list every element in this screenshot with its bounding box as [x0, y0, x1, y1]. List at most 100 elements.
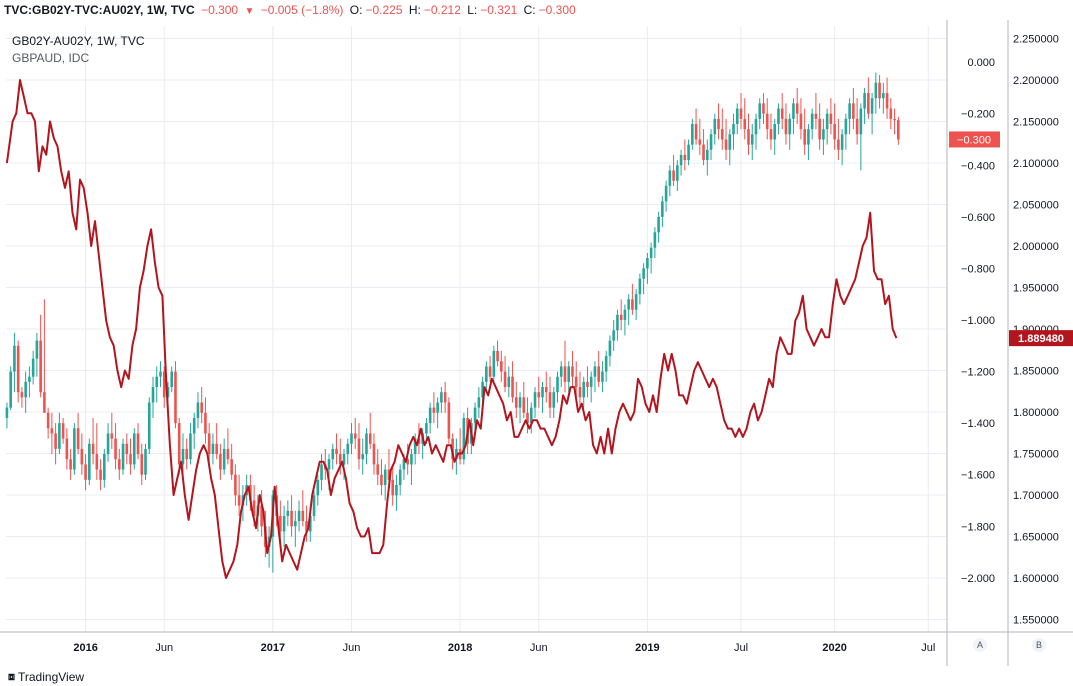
candle-body: [84, 464, 87, 480]
candle-body: [43, 392, 46, 413]
candle: [286, 500, 290, 527]
right-axis-tick-label: 2.100000: [1013, 158, 1059, 170]
candle-body: [661, 201, 664, 217]
candle: [151, 376, 155, 418]
candle: [589, 371, 593, 403]
price-chart[interactable]: 2016 Jun 2017 Jun 2018 Jun 2019 Jul 2020 Jul 2.250…: [0, 20, 1073, 666]
candle: [436, 397, 439, 429]
left-axis-tick-label: −1.800: [961, 521, 995, 533]
candle-body: [69, 459, 72, 470]
candle-body: [361, 454, 365, 460]
candle: [597, 350, 600, 388]
candle: [462, 412, 466, 465]
candle: [657, 211, 660, 243]
candle-body: [814, 113, 818, 119]
candle-body: [395, 485, 398, 496]
candle-body: [196, 402, 200, 418]
candle: [867, 77, 870, 119]
candle-body: [638, 278, 642, 295]
candle: [578, 371, 582, 408]
candle: [582, 376, 586, 408]
candle: [799, 98, 803, 140]
candle-body: [754, 118, 758, 135]
legend-series-1[interactable]: GB02Y-AU02Y, 1W, TVC: [12, 34, 145, 48]
candle: [443, 381, 447, 413]
candle: [698, 118, 702, 155]
candle: [95, 423, 99, 480]
candle: [413, 433, 417, 465]
candle: [346, 438, 350, 465]
last-value-tag-left: [949, 131, 1000, 148]
candle-body: [582, 381, 586, 398]
candle-body: [136, 433, 140, 455]
candle-body: [406, 459, 409, 465]
close-value: −0.300: [538, 3, 576, 17]
tradingview-logo[interactable]: ⧈ TradingView: [8, 670, 84, 684]
x-tick-label: 2020: [822, 642, 846, 654]
candle-body: [185, 448, 189, 460]
left-axis-tick-label: −2.000: [961, 573, 995, 585]
left-axis-tick-label: −0.400: [961, 160, 995, 172]
candle-body: [54, 433, 57, 449]
candle-body: [833, 123, 836, 140]
candle-body: [634, 294, 638, 310]
candle: [552, 387, 556, 418]
candle-body: [777, 108, 780, 124]
candle-body: [425, 423, 428, 434]
candle: [653, 227, 657, 259]
candle-body: [144, 448, 147, 475]
candle: [604, 350, 608, 382]
candle-body: [717, 118, 720, 130]
candle: [13, 332, 16, 393]
candle: [687, 139, 690, 166]
candle: [709, 129, 713, 161]
candle: [672, 154, 675, 186]
symbol-title[interactable]: TVC:GB02Y-TVC:AU02Y, 1W, TVC: [4, 3, 195, 17]
candle: [694, 108, 698, 145]
candle: [361, 438, 365, 475]
candle: [428, 402, 432, 434]
candle: [395, 474, 398, 511]
candle-body: [181, 448, 185, 465]
candle-body: [413, 438, 417, 455]
candle-body: [462, 417, 466, 460]
candle: [189, 423, 192, 465]
candle: [683, 139, 687, 171]
candle-body: [309, 515, 312, 532]
candle-body: [897, 120, 900, 140]
candle-body: [114, 438, 117, 460]
legend-series-2[interactable]: GBPAUD, IDC: [12, 51, 90, 65]
candle-body: [117, 459, 121, 470]
candle: [844, 113, 848, 150]
candle-body: [799, 113, 803, 130]
last-value: −0.300: [201, 3, 239, 17]
candle: [383, 464, 387, 501]
candle-body: [672, 170, 675, 181]
candle: [380, 459, 383, 496]
candle-body: [574, 376, 578, 388]
candle: [260, 490, 263, 537]
open-label: O:: [349, 3, 363, 17]
scale-button-b[interactable]: B: [1032, 638, 1046, 652]
candle-body: [80, 448, 84, 465]
candle-body: [282, 515, 286, 532]
candle-body: [159, 371, 162, 377]
candle-body: [166, 387, 170, 398]
candle-body: [859, 108, 863, 135]
candle: [477, 387, 481, 418]
candle: [376, 448, 380, 486]
scale-button-a[interactable]: A: [973, 638, 987, 652]
candle: [874, 72, 878, 114]
candle-body: [683, 154, 687, 161]
candle-body: [391, 479, 394, 496]
x-tick-label: 2016: [73, 642, 97, 654]
candle: [720, 108, 724, 150]
candle-body: [642, 268, 645, 279]
candle-body: [335, 448, 338, 455]
candle-body: [619, 314, 623, 320]
candle-body: [750, 134, 754, 145]
candle: [728, 129, 732, 166]
chart-header: TVC:GB02Y-TVC:AU02Y, 1W, TVC −0.300 ▼ −0…: [0, 0, 1073, 20]
candle: [226, 428, 230, 465]
candle: [211, 433, 215, 465]
